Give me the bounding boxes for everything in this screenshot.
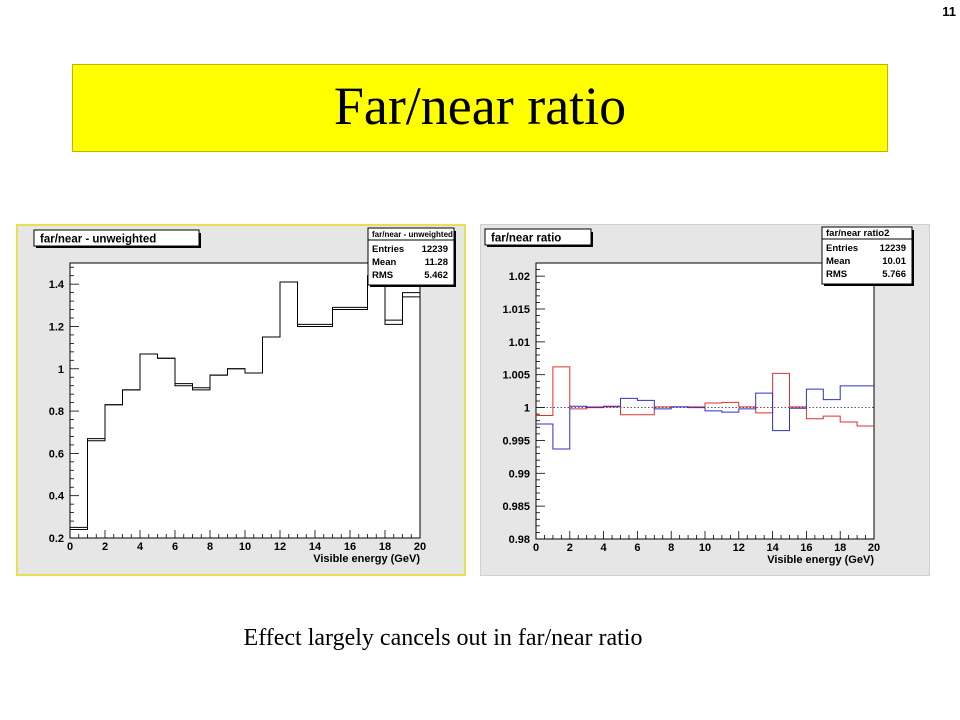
y-tick-label: 0.4 bbox=[49, 491, 65, 503]
y-tick-label: 0.995 bbox=[502, 435, 530, 447]
plot-unweighted-svg: far/near - unweighted 0 2 4 6 8 10 12 14 16 18 20Vi… bbox=[33, 227, 456, 565]
x-tick-label: 8 bbox=[207, 541, 213, 553]
x-tick-label: 18 bbox=[834, 542, 846, 554]
stats-frame bbox=[367, 227, 455, 286]
stats-value: 11.28 bbox=[425, 257, 448, 268]
stats-key: Mean bbox=[372, 257, 396, 268]
hist-title-text: far/near ratio bbox=[491, 233, 561, 245]
plot-area bbox=[535, 262, 875, 540]
y-tick-label: 1.02 bbox=[509, 271, 530, 283]
x-tick-label: 6 bbox=[172, 541, 178, 553]
stats-box: far/near ratio2 Entries 12239 Mean 10.01 RMS 5… bbox=[821, 226, 914, 286]
series-2-line bbox=[536, 385, 874, 450]
stats-shadow-r bbox=[912, 230, 914, 286]
x-tick-label: 16 bbox=[800, 542, 812, 554]
stats-shadow-b bbox=[370, 285, 456, 287]
hist-title-text: far/near - unweighted bbox=[40, 234, 156, 246]
y-tick-label: 0.2 bbox=[49, 533, 64, 545]
hist-title-box: far/near ratio bbox=[484, 228, 593, 247]
stats-box: far/near - unweighted Entries 12239 Mean 11.… bbox=[367, 227, 456, 287]
y-tick-label: 0.985 bbox=[502, 501, 530, 513]
title-banner: Far/near ratio bbox=[72, 64, 888, 152]
stats-key: RMS bbox=[372, 270, 393, 281]
series-2-line bbox=[70, 275, 420, 531]
stats-value: 5.462 bbox=[424, 270, 448, 281]
stats-name: far/near ratio2 bbox=[826, 228, 889, 239]
hist-title-shadow-r bbox=[199, 233, 201, 248]
x-tick-label: 12 bbox=[733, 542, 745, 554]
y-tick-label: 1.01 bbox=[509, 337, 530, 349]
plot-ratio-panel: far/near ratio 0 2 4 6 8 10 12 14 16 18 20 Visible e… bbox=[480, 224, 930, 576]
page-number: 11 bbox=[942, 4, 956, 19]
y-axis: 0.98 0.985 0.99 0.995 1 1.005 1.01 1.015 1.02 bbox=[502, 262, 545, 546]
y-tick-label: 0.99 bbox=[509, 468, 530, 480]
slide-caption: Effect largely cancels out in far/near r… bbox=[0, 625, 886, 652]
y-tick-label: 1.015 bbox=[502, 304, 530, 316]
stats-key: RMS bbox=[826, 269, 847, 280]
y-tick-label: 1.005 bbox=[502, 370, 530, 382]
stats-key: Entries bbox=[372, 244, 404, 255]
x-tick-label: 0 bbox=[67, 541, 73, 553]
stats-value: 10.01 bbox=[882, 256, 906, 267]
x-tick-label: 4 bbox=[137, 541, 144, 553]
caption-text: Effect largely cancels out in far/near r… bbox=[243, 625, 643, 651]
slide-title: Far/near ratio bbox=[333, 76, 627, 136]
x-tick-label: 10 bbox=[699, 542, 711, 554]
x-tick-label: 14 bbox=[309, 541, 322, 553]
hist-title-box: far/near - unweighted bbox=[33, 229, 201, 248]
x-tick-label: 12 bbox=[274, 541, 286, 553]
x-tick-label: 8 bbox=[668, 542, 674, 554]
y-tick-label: 1 bbox=[58, 364, 64, 376]
plot-unweighted-panel: far/near - unweighted 0 2 4 6 8 10 12 14 16 18 20 Vi… bbox=[16, 224, 466, 576]
hist-title-shadow-b bbox=[487, 245, 593, 247]
stats-key: Entries bbox=[826, 243, 858, 254]
stats-key: Mean bbox=[826, 256, 850, 267]
stats-shadow-b bbox=[824, 284, 914, 286]
x-tick-label: 0 bbox=[533, 542, 539, 554]
x-axis-label: Visible energy (GeV) bbox=[313, 553, 420, 565]
y-tick-label: 1.4 bbox=[49, 279, 65, 291]
x-tick-label: 10 bbox=[239, 541, 251, 553]
x-tick-label: 2 bbox=[567, 542, 573, 554]
y-axis: 0.2 0.4 0.6 0.8 1 1.2 1.4 bbox=[49, 266, 79, 545]
stats-value: 12239 bbox=[880, 243, 906, 254]
y-tick-label: 0.6 bbox=[49, 448, 64, 460]
y-tick-label: 1 bbox=[524, 403, 530, 415]
x-tick-label: 18 bbox=[379, 541, 391, 553]
y-tick-label: 1.2 bbox=[49, 321, 64, 333]
stats-value: 12239 bbox=[422, 244, 448, 255]
x-tick-label: 20 bbox=[868, 542, 880, 554]
x-axis-label: Visible energy (GeV) bbox=[767, 554, 874, 566]
x-tick-label: 2 bbox=[102, 541, 108, 553]
stats-shadow-r bbox=[454, 231, 456, 287]
hist-title-shadow-b bbox=[36, 246, 201, 248]
stats-value: 5.766 bbox=[882, 269, 906, 280]
x-tick-label: 6 bbox=[634, 542, 640, 554]
x-tick-label: 14 bbox=[766, 542, 779, 554]
plot-area bbox=[69, 262, 421, 539]
x-tick-label: 16 bbox=[344, 541, 356, 553]
stats-name: far/near - unweighted bbox=[372, 230, 453, 239]
hist-title-shadow-r bbox=[591, 232, 593, 247]
y-tick-label: 0.8 bbox=[49, 406, 64, 418]
y-tick-label: 0.98 bbox=[509, 534, 530, 546]
x-tick-label: 20 bbox=[414, 541, 426, 553]
x-tick-label: 4 bbox=[601, 542, 608, 554]
stats-frame bbox=[821, 226, 913, 285]
